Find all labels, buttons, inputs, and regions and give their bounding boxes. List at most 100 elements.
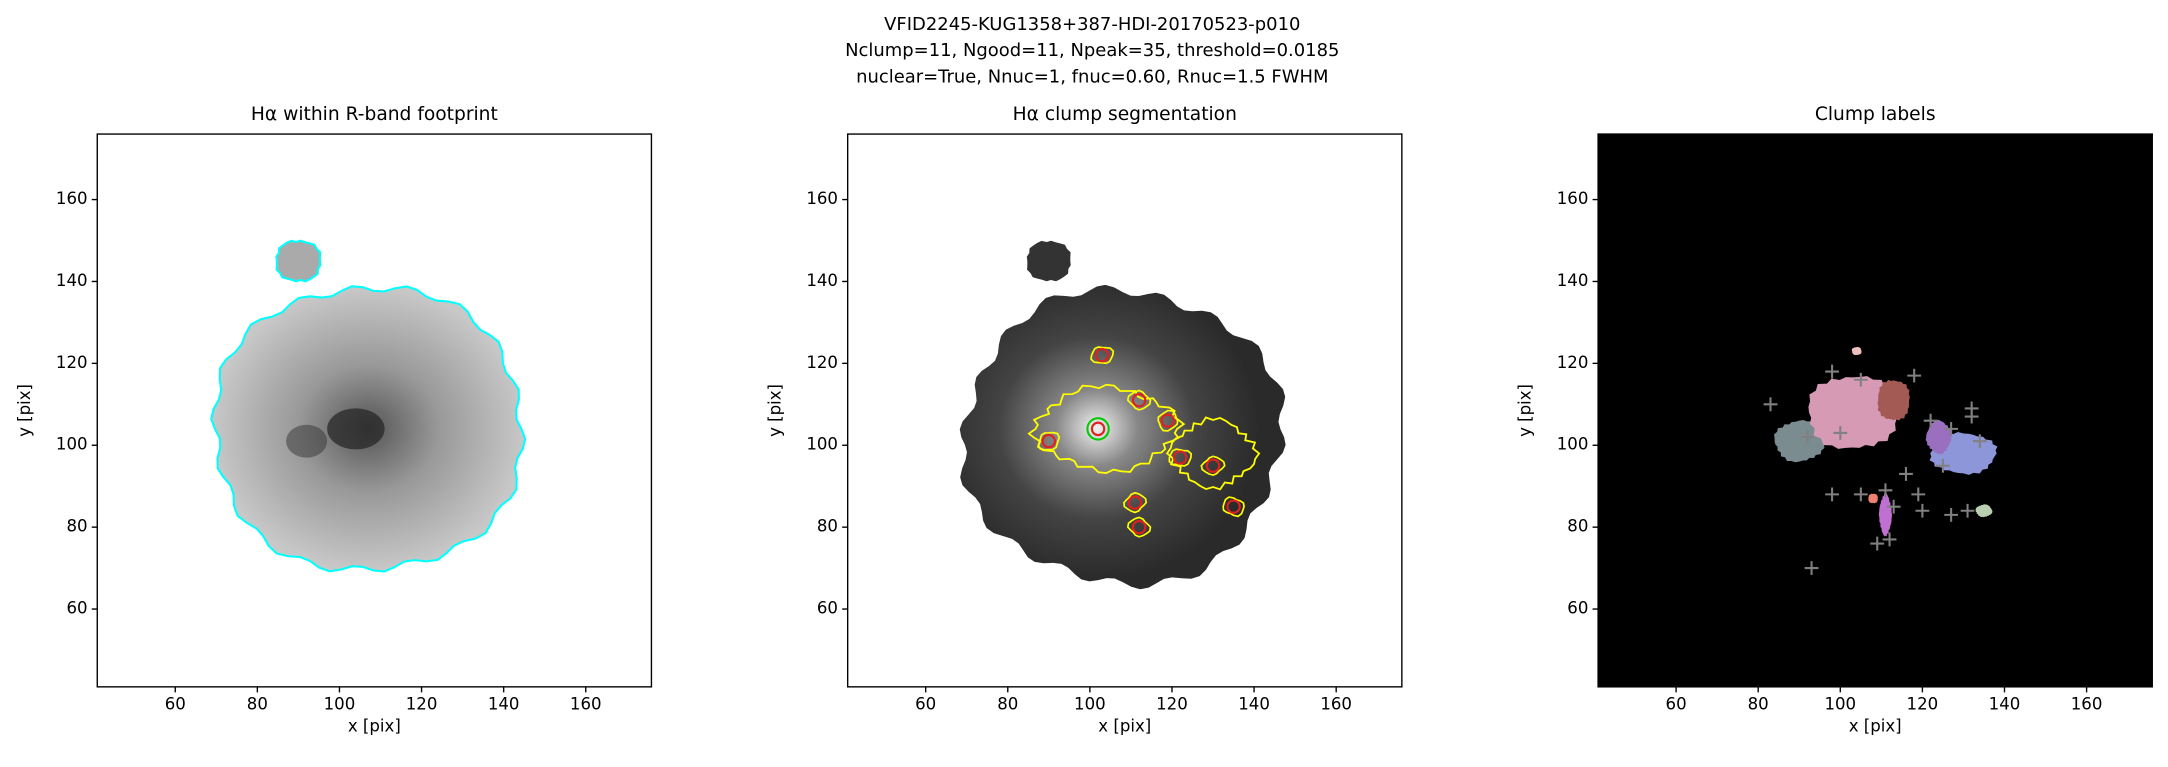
peak-marker <box>1936 458 1950 473</box>
peak-marker <box>1878 483 1893 498</box>
peak-marker <box>1833 426 1848 440</box>
clump <box>1851 346 1862 356</box>
peak-marker <box>1886 499 1901 514</box>
suptitle: VFID2245-KUG1358+387-HDI-20170523-p010 <box>884 14 1300 35</box>
y-tick-label: 100 <box>1557 435 1589 454</box>
x-tick-label: 120 <box>1907 694 1939 713</box>
y-tick-label: 140 <box>1557 271 1589 290</box>
x-axis-label: x [pix] <box>1098 716 1151 735</box>
clump-marker <box>1041 433 1057 449</box>
contour <box>1090 346 1115 365</box>
peak-marker <box>1960 503 1975 518</box>
clump <box>1878 493 1893 537</box>
contour <box>1200 455 1226 477</box>
y-tick-label: 120 <box>56 353 88 372</box>
contour <box>1168 448 1192 467</box>
y-tick-label: 80 <box>1567 517 1588 536</box>
y-tick-label: 60 <box>817 599 838 618</box>
axes-frame <box>1597 133 2153 688</box>
clump <box>1877 379 1910 421</box>
x-tick-label: 140 <box>1238 694 1270 713</box>
y-axis-label: y [pix] <box>1516 384 1535 437</box>
clump-marker <box>1127 495 1143 510</box>
contour <box>1126 389 1152 411</box>
contour <box>1027 383 1186 474</box>
y-axis-label: y [pix] <box>15 384 34 437</box>
image <box>959 240 1286 590</box>
peak-marker <box>1882 532 1897 547</box>
galaxy-companion <box>1026 240 1071 282</box>
suptitle: Nclump=11, Ngood=11, Npeak=35, threshold… <box>845 40 1339 61</box>
clump <box>1808 376 1897 449</box>
clump-marker <box>1131 519 1147 535</box>
peak-marker <box>1972 434 1987 449</box>
clump-marker <box>1226 499 1241 514</box>
image <box>210 239 527 573</box>
x-tick-label: 100 <box>1074 694 1106 713</box>
peak-marker <box>1870 536 1885 551</box>
y-axis-label: y [pix] <box>765 384 784 437</box>
axes-title: Hα within R-band footprint <box>251 104 498 125</box>
galaxy-companion <box>275 239 322 283</box>
axes-title: Clump labels <box>1815 104 1936 125</box>
clump-marker <box>1205 458 1221 473</box>
x-tick-label: 60 <box>165 694 186 713</box>
x-tick-label: 100 <box>324 694 356 713</box>
x-axis-label: x [pix] <box>1849 716 1902 735</box>
peak-marker <box>1923 413 1938 428</box>
x-tick-label: 80 <box>1748 694 1769 713</box>
clump-marker <box>1160 413 1176 428</box>
y-tick-label: 160 <box>56 189 88 208</box>
y-tick-label: 100 <box>56 435 88 454</box>
peak-marker <box>1907 368 1922 383</box>
clump-marker <box>1094 347 1110 363</box>
clump-marker <box>1090 421 1106 437</box>
axes-frame <box>96 133 653 688</box>
peak-marker <box>1911 487 1926 502</box>
contour <box>1222 496 1245 518</box>
contour <box>1126 516 1152 538</box>
y-tick-label: 80 <box>66 517 87 536</box>
axes-title: Hα clump segmentation <box>1013 104 1237 125</box>
x-tick-label: 60 <box>915 694 936 713</box>
y-tick-label: 160 <box>1557 189 1589 208</box>
x-tick-label: 120 <box>406 694 438 713</box>
galaxy <box>959 284 1286 590</box>
contour <box>1037 431 1061 451</box>
core <box>327 408 385 450</box>
x-tick-label: 80 <box>247 694 268 713</box>
peak-marker <box>1800 430 1815 444</box>
peak-marker <box>1964 401 1979 416</box>
x-tick-label: 160 <box>2071 694 2103 713</box>
peak-marker <box>1915 503 1930 518</box>
x-tick-label: 140 <box>1989 694 2021 713</box>
clump <box>1868 493 1879 504</box>
y-tick-label: 140 <box>806 271 838 290</box>
x-tick-label: 60 <box>1666 694 1687 713</box>
y-tick-label: 60 <box>66 599 87 618</box>
y-tick-label: 80 <box>817 517 838 536</box>
y-tick-label: 160 <box>806 189 838 208</box>
y-tick-label: 140 <box>56 271 88 290</box>
x-tick-label: 100 <box>1824 694 1856 713</box>
x-axis-label: x [pix] <box>348 716 401 735</box>
clump <box>1774 419 1825 463</box>
x-tick-label: 140 <box>488 694 520 713</box>
peak-marker <box>1899 467 1913 481</box>
peak-marker <box>1853 372 1868 387</box>
contour <box>1157 409 1179 432</box>
suptitle: nuclear=True, Nnuc=1, fnuc=0.60, Rnuc=1.… <box>856 66 1328 87</box>
x-tick-label: 160 <box>570 694 602 713</box>
x-tick-label: 80 <box>997 694 1018 713</box>
peak-marker <box>1804 561 1819 576</box>
peak-marker <box>1825 487 1839 502</box>
clump <box>1975 504 1993 518</box>
x-tick-label: 120 <box>1156 694 1188 713</box>
axes-frame <box>846 133 1403 688</box>
contour <box>1165 416 1261 491</box>
y-tick-label: 120 <box>806 353 838 372</box>
x-tick-label: 160 <box>1320 694 1352 713</box>
peak-marker <box>1825 364 1839 379</box>
clump-marker <box>1131 393 1147 408</box>
